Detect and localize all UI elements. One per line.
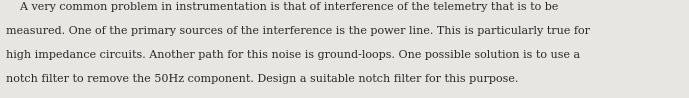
Text: notch filter to remove the 50Hz component. Design a suitable notch filter for th: notch filter to remove the 50Hz componen… — [6, 74, 518, 84]
Text: high impedance circuits. Another path for this noise is ground-loops. One possib: high impedance circuits. Another path fo… — [6, 50, 579, 60]
Text: A very common problem in instrumentation is that of interference of the telemetr: A very common problem in instrumentation… — [6, 2, 558, 12]
Text: measured. One of the primary sources of the interference is the power line. This: measured. One of the primary sources of … — [6, 26, 590, 36]
